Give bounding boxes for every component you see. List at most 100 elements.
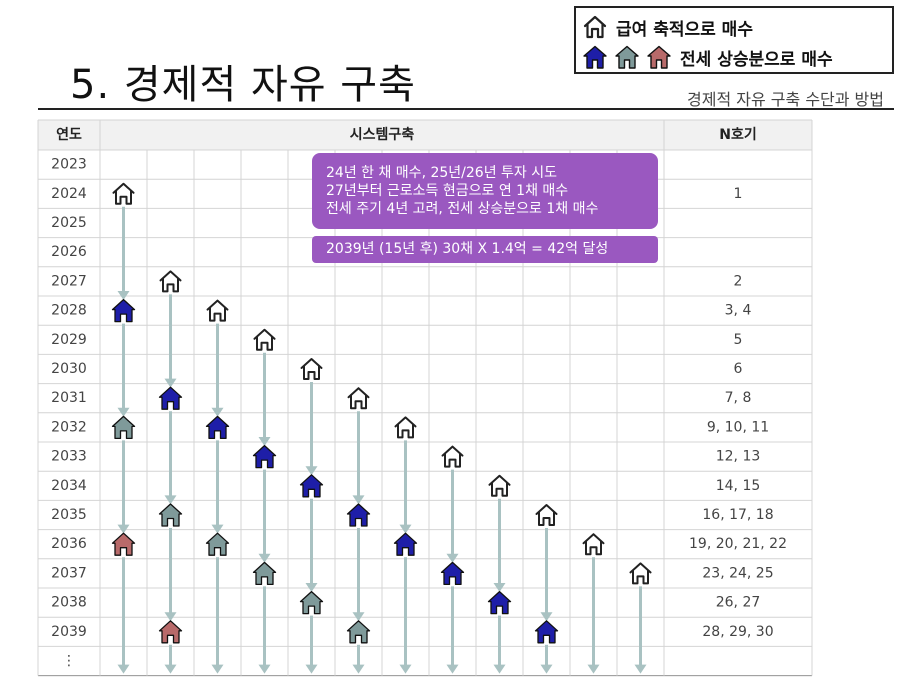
year-cell: 2036 [51,536,87,552]
nth-cell: 12, 13 [716,449,761,465]
year-cell: 2024 [51,186,87,202]
house-outline-icon [347,387,370,410]
table-header-bg [38,120,812,150]
arrow-head-icon [399,524,412,534]
house-blue-icon [393,532,418,556]
arrow-head-icon [352,664,365,674]
house-blue-icon [111,298,136,323]
strategy-callout: 24년 한 채 매수, 25년/26년 투자 시도 27년부터 근로소득 현금으… [312,153,658,229]
nth-cell: 19, 20, 21, 22 [689,536,787,552]
arrow-head-icon [211,524,224,534]
year-cell: 2026 [51,244,87,260]
arrow-head-icon [211,407,224,417]
house-gray-icon [346,620,371,644]
nth-cell: 14, 15 [716,478,761,494]
arrow-head-icon [493,664,506,674]
arrow-head-icon [305,466,318,476]
house-outline-icon [206,299,229,322]
arrow-head-icon [117,664,130,674]
house-gray-icon [614,45,640,69]
arrow-head-icon [399,664,412,674]
house-outline-icon [159,270,182,293]
house-blue-icon [487,590,512,615]
house-gray-icon [111,415,136,440]
arrow-head-icon [540,612,553,622]
house-outline-icon [300,358,323,380]
header-year: 연도 [56,127,82,143]
header-system: 시스템구축 [350,126,415,143]
arrow-head-icon [493,583,506,592]
year-cell: 2038 [51,595,87,611]
house-gray-icon [158,503,183,527]
arrow-head-icon [117,291,130,300]
goal-callout: 2039년 (15년 후) 30채 X 1.4억 = 42억 달성 [312,236,658,263]
arrow-head-icon [540,664,553,674]
nth-cell: 23, 24, 25 [702,565,773,581]
nth-cell: 26, 27 [716,595,761,611]
nth-cell: 16, 17, 18 [702,507,773,523]
house-gray-icon [299,590,324,615]
house-pink-icon [111,532,136,556]
year-cell: 2027 [51,273,87,289]
nth-cell: 3, 4 [725,303,752,319]
nth-cell: 2 [734,273,743,289]
house-outline-icon [253,328,276,351]
house-outline-icon [441,445,464,468]
house-blue-icon [299,474,324,498]
nth-cell: 9, 10, 11 [707,419,769,435]
house-blue-icon [582,45,608,69]
arrow-head-icon [258,553,271,563]
house-blue-icon [205,415,230,440]
year-cell: 2031 [51,390,87,406]
year-cell: 2028 [51,303,87,319]
nth-cell: 6 [734,361,743,377]
house-outline-icon [582,15,608,39]
house-blue-icon [534,620,559,644]
house-outline-icon [582,533,605,556]
arrow-head-icon [258,437,271,446]
nth-cell: 28, 29, 30 [702,624,773,640]
arrow-head-icon [164,612,177,622]
legend-salary-label: 급여 축적으로 매수 [616,19,753,40]
callout-line: 전세 주기 4년 고려, 전세 상승분으로 1채 매수 [326,201,599,217]
house-gray-icon [205,532,230,556]
year-cell: 2030 [51,361,87,377]
house-outline-icon [629,562,652,585]
legend-row-salary: 급여 축적으로 매수 [582,12,753,42]
arrow-head-icon [117,524,130,534]
house-outline-icon [488,474,511,497]
arrow-head-icon [446,664,459,674]
legend-box: 급여 축적으로 매수 전세 상승분으로 매수 [574,6,894,74]
arrow-head-icon [164,495,177,505]
legend-jeonse-label: 전세 상승분으로 매수 [680,49,833,70]
year-cell: ⋮ [62,653,76,669]
house-outline-icon [535,504,558,526]
year-cell: 2035 [51,507,87,523]
house-pink-icon [158,620,183,644]
year-cell: 2029 [51,332,87,348]
arrow-head-icon [164,664,177,674]
house-blue-icon [158,386,183,410]
nth-cell: 7, 8 [725,390,752,406]
arrow-head-icon [258,664,271,674]
house-pink-icon [646,45,672,69]
year-cell: 2039 [51,624,87,640]
nth-cell: 5 [734,332,743,348]
arrow-head-icon [446,553,459,563]
house-blue-icon [440,561,465,586]
callout-line: 24년 한 채 매수, 25년/26년 투자 시도 [326,165,557,181]
arrow-head-icon [587,664,600,674]
page-title: 5. 경제적 자유 구축 [70,62,416,108]
arrow-head-icon [352,612,365,622]
year-cell: 2033 [51,449,87,465]
arrow-head-icon [305,664,318,674]
legend-row-jeonse: 전세 상승분으로 매수 [582,42,833,72]
house-outline-icon [394,416,417,439]
page-subtitle: 경제적 자유 구축 수단과 방법 [687,90,884,109]
year-cell: 2032 [51,419,87,435]
nth-cell: 1 [734,186,743,202]
house-outline-icon [112,182,135,205]
year-cell: 2037 [51,565,87,581]
title-divider [38,108,894,110]
